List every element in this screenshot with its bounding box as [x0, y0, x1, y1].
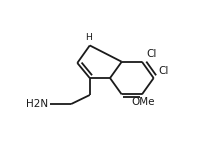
- Text: OMe: OMe: [130, 97, 154, 107]
- Text: H: H: [84, 33, 91, 42]
- Text: Cl: Cl: [146, 49, 156, 59]
- Text: H2N: H2N: [25, 99, 47, 109]
- Text: Cl: Cl: [158, 66, 168, 76]
